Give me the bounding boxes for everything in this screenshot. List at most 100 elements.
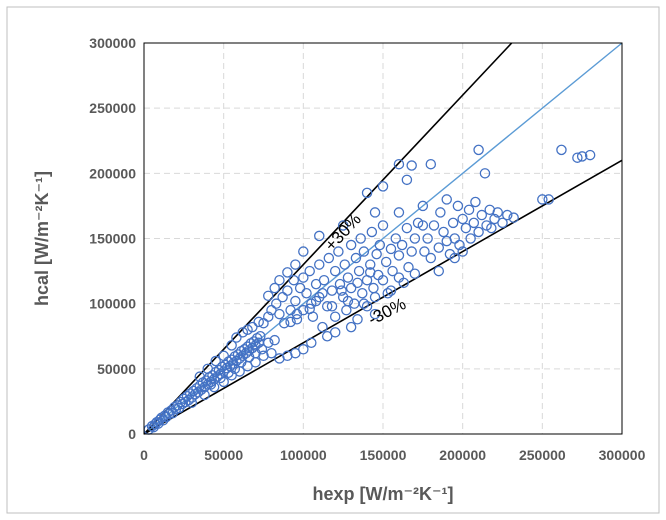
data-point xyxy=(393,158,405,170)
y-tick-label: 0 xyxy=(128,426,136,442)
y-tick-label: 150000 xyxy=(89,231,136,247)
data-point xyxy=(366,226,378,238)
data-point xyxy=(337,220,349,231)
data-point xyxy=(353,265,365,277)
data-point xyxy=(321,330,333,342)
x-tick-label: 300000 xyxy=(599,447,646,463)
data-point xyxy=(419,246,430,257)
data-point xyxy=(298,246,309,257)
data-point xyxy=(396,239,408,251)
data-point xyxy=(243,345,255,356)
data-point xyxy=(377,181,389,192)
data-point xyxy=(321,301,333,312)
y-tick-label: 100000 xyxy=(89,296,136,312)
data-point xyxy=(227,358,239,369)
data-point xyxy=(377,274,389,286)
data-point xyxy=(290,295,301,307)
data-point xyxy=(441,194,452,205)
data-point xyxy=(245,338,257,349)
data-point xyxy=(342,295,354,307)
y-tick-label: 250000 xyxy=(89,100,136,116)
data-point xyxy=(352,314,363,325)
data-point xyxy=(269,282,280,294)
data-point xyxy=(175,396,186,408)
data-point xyxy=(380,256,392,268)
lower-bound-line xyxy=(143,159,623,435)
data-point xyxy=(543,194,554,205)
data-point xyxy=(218,350,229,362)
data-point xyxy=(365,259,376,270)
data-point xyxy=(282,285,293,296)
data-point xyxy=(390,233,401,244)
data-point xyxy=(355,233,366,244)
x-axis-title: hexp [W/m⁻²K⁻¹] xyxy=(313,484,454,504)
data-point xyxy=(449,252,460,264)
data-point xyxy=(199,389,210,401)
data-point xyxy=(350,252,362,264)
data-point xyxy=(470,196,481,208)
data-point xyxy=(473,144,484,156)
data-point xyxy=(358,246,370,257)
data-point xyxy=(393,250,405,261)
data-point xyxy=(310,295,322,307)
data-point xyxy=(369,207,381,218)
data-point xyxy=(556,144,567,156)
data-point xyxy=(463,204,475,216)
data-point xyxy=(205,379,217,390)
data-point xyxy=(278,317,290,329)
data-point xyxy=(333,246,344,257)
data-point xyxy=(186,392,198,403)
data-point xyxy=(255,330,266,342)
data-point xyxy=(274,274,285,286)
data-point xyxy=(361,301,373,312)
upper-bound-line xyxy=(143,42,513,435)
x-tick-label: 250000 xyxy=(519,447,566,463)
data-point xyxy=(298,272,309,283)
data-point xyxy=(301,287,312,299)
data-point xyxy=(197,377,209,388)
data-point xyxy=(382,287,394,299)
data-point xyxy=(393,272,405,283)
data-point xyxy=(433,265,445,277)
data-point xyxy=(371,248,382,260)
y-axis-title: hcal [W/m⁻²K⁻¹] xyxy=(32,171,52,306)
data-point xyxy=(208,381,220,393)
data-point xyxy=(345,282,357,294)
data-point xyxy=(377,220,389,231)
data-point xyxy=(263,337,274,349)
data-point xyxy=(438,226,449,238)
data-point xyxy=(196,384,207,395)
data-point xyxy=(237,350,249,362)
data-point xyxy=(192,387,204,398)
data-point xyxy=(537,194,548,205)
data-point xyxy=(454,239,465,251)
data-point xyxy=(365,267,376,278)
data-point xyxy=(282,267,293,278)
data-point xyxy=(435,207,446,218)
data-point xyxy=(385,243,397,255)
data-point xyxy=(479,168,491,179)
data-point xyxy=(194,371,206,382)
data-point xyxy=(409,268,421,279)
data-point xyxy=(425,158,437,170)
data-point xyxy=(401,174,413,186)
data-point xyxy=(425,252,437,264)
data-point xyxy=(285,316,296,328)
data-point xyxy=(269,334,280,346)
data-point xyxy=(291,314,303,325)
data-point xyxy=(433,242,445,253)
data-point xyxy=(361,187,373,199)
data-point xyxy=(226,340,237,351)
data-point xyxy=(460,222,472,234)
data-point xyxy=(473,226,484,238)
data-point xyxy=(576,151,588,162)
data-point xyxy=(476,209,488,221)
data-point xyxy=(406,160,417,171)
data-point xyxy=(457,213,468,225)
data-point xyxy=(342,272,354,283)
plot-frame xyxy=(143,42,623,435)
x-tick-label: 200000 xyxy=(439,447,486,463)
data-point xyxy=(465,233,476,244)
data-point xyxy=(369,291,381,303)
data-point xyxy=(290,259,301,270)
